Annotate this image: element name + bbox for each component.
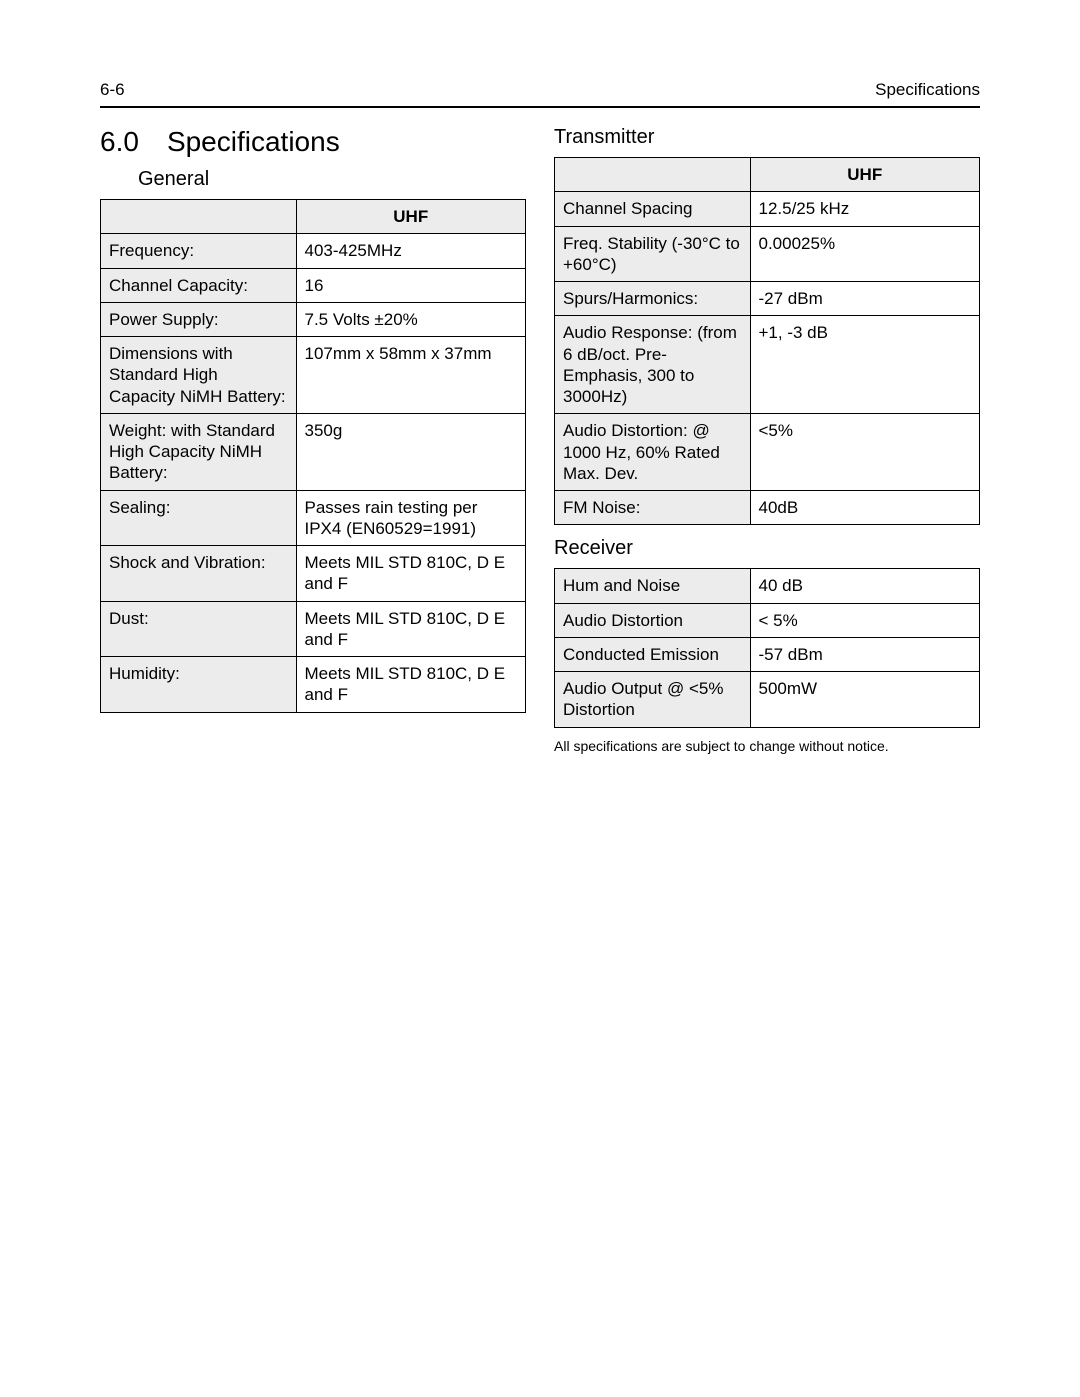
table-row: Audio Output @ <5% Distortion500mW xyxy=(555,672,980,728)
spec-label: Audio Output @ <5% Distortion xyxy=(555,672,751,728)
spec-value: Meets MIL STD 810C, D E and F xyxy=(296,601,526,657)
spec-label: Audio Distortion xyxy=(555,603,751,637)
table-header-row: UHF xyxy=(101,200,526,234)
general-table: UHF Frequency:403-425MHz Channel Capacit… xyxy=(100,199,526,713)
table-header-uhf: UHF xyxy=(750,158,980,192)
spec-label: Hum and Noise xyxy=(555,569,751,603)
spec-label: Power Supply: xyxy=(101,302,297,336)
receiver-table: Hum and Noise40 dB Audio Distortion< 5% … xyxy=(554,568,980,727)
spec-value: 40dB xyxy=(750,491,980,525)
page-header: 6-6 Specifications xyxy=(100,80,980,100)
spec-label: Dust: xyxy=(101,601,297,657)
spec-value: 0.00025% xyxy=(750,226,980,282)
content-columns: 6.0 Specifications General UHF Frequency… xyxy=(100,126,980,754)
page: 6-6 Specifications 6.0 Specifications Ge… xyxy=(0,0,1080,814)
spec-value: Passes rain testing per IPX4 (EN60529=19… xyxy=(296,490,526,546)
spec-value: 107mm x 58mm x 37mm xyxy=(296,337,526,414)
spec-value: 7.5 Volts ±20% xyxy=(296,302,526,336)
spec-value: < 5% xyxy=(750,603,980,637)
spec-label: Channel Capacity: xyxy=(101,268,297,302)
table-row: Spurs/Harmonics:-27 dBm xyxy=(555,282,980,316)
table-row: Shock and Vibration:Meets MIL STD 810C, … xyxy=(101,546,526,602)
spec-label: Audio Response: (from 6 dB/oct. Pre-Emph… xyxy=(555,316,751,414)
table-row: Humidity:Meets MIL STD 810C, D E and F xyxy=(101,657,526,713)
spec-label: Channel Spacing xyxy=(555,192,751,226)
table-row: Channel Capacity:16 xyxy=(101,268,526,302)
table-row: Freq. Stability (-30°C to +60°C)0.00025% xyxy=(555,226,980,282)
spec-value: 12.5/25 kHz xyxy=(750,192,980,226)
table-row: Channel Spacing12.5/25 kHz xyxy=(555,192,980,226)
spec-label: Weight: with Standard High Capacity NiMH… xyxy=(101,413,297,490)
table-row: Weight: with Standard High Capacity NiMH… xyxy=(101,413,526,490)
spec-label: Humidity: xyxy=(101,657,297,713)
spec-label: Sealing: xyxy=(101,490,297,546)
table-row: Hum and Noise40 dB xyxy=(555,569,980,603)
spec-value: Meets MIL STD 810C, D E and F xyxy=(296,657,526,713)
general-heading: General xyxy=(138,168,526,191)
table-row: Power Supply:7.5 Volts ±20% xyxy=(101,302,526,336)
spec-value: -27 dBm xyxy=(750,282,980,316)
receiver-heading: Receiver xyxy=(554,537,980,560)
spec-label: Freq. Stability (-30°C to +60°C) xyxy=(555,226,751,282)
table-header-empty xyxy=(555,158,751,192)
section-heading: 6.0 Specifications xyxy=(100,126,526,158)
transmitter-table: UHF Channel Spacing12.5/25 kHz Freq. Sta… xyxy=(554,157,980,525)
transmitter-heading: Transmitter xyxy=(554,126,980,149)
footnote: All specifications are subject to change… xyxy=(554,738,980,754)
table-row: Audio Distortion: @ 1000 Hz, 60% Rated M… xyxy=(555,414,980,491)
table-row: Dimensions with Standard High Capacity N… xyxy=(101,337,526,414)
spec-label: Audio Distortion: @ 1000 Hz, 60% Rated M… xyxy=(555,414,751,491)
left-column: 6.0 Specifications General UHF Frequency… xyxy=(100,126,526,713)
page-number: 6-6 xyxy=(100,80,125,100)
spec-value: <5% xyxy=(750,414,980,491)
table-row: Frequency:403-425MHz xyxy=(101,234,526,268)
spec-label: Dimensions with Standard High Capacity N… xyxy=(101,337,297,414)
spec-value: -57 dBm xyxy=(750,637,980,671)
spec-value: 16 xyxy=(296,268,526,302)
spec-value: 40 dB xyxy=(750,569,980,603)
spec-value: 403-425MHz xyxy=(296,234,526,268)
table-row: Audio Response: (from 6 dB/oct. Pre-Emph… xyxy=(555,316,980,414)
spec-label: Conducted Emission xyxy=(555,637,751,671)
table-row: FM Noise:40dB xyxy=(555,491,980,525)
spec-value: Meets MIL STD 810C, D E and F xyxy=(296,546,526,602)
table-row: Audio Distortion< 5% xyxy=(555,603,980,637)
page-header-title: Specifications xyxy=(875,80,980,100)
right-column: Transmitter UHF Channel Spacing12.5/25 k… xyxy=(554,126,980,754)
spec-label: Frequency: xyxy=(101,234,297,268)
spec-value: 350g xyxy=(296,413,526,490)
spec-label: FM Noise: xyxy=(555,491,751,525)
header-divider xyxy=(100,106,980,108)
section-title: Specifications xyxy=(167,126,340,158)
spec-label: Spurs/Harmonics: xyxy=(555,282,751,316)
table-row: Conducted Emission-57 dBm xyxy=(555,637,980,671)
table-row: Sealing:Passes rain testing per IPX4 (EN… xyxy=(101,490,526,546)
spec-label: Shock and Vibration: xyxy=(101,546,297,602)
table-header-uhf: UHF xyxy=(296,200,526,234)
section-number: 6.0 xyxy=(100,126,139,158)
table-header-empty xyxy=(101,200,297,234)
table-header-row: UHF xyxy=(555,158,980,192)
spec-value: 500mW xyxy=(750,672,980,728)
table-row: Dust:Meets MIL STD 810C, D E and F xyxy=(101,601,526,657)
spec-value: +1, -3 dB xyxy=(750,316,980,414)
